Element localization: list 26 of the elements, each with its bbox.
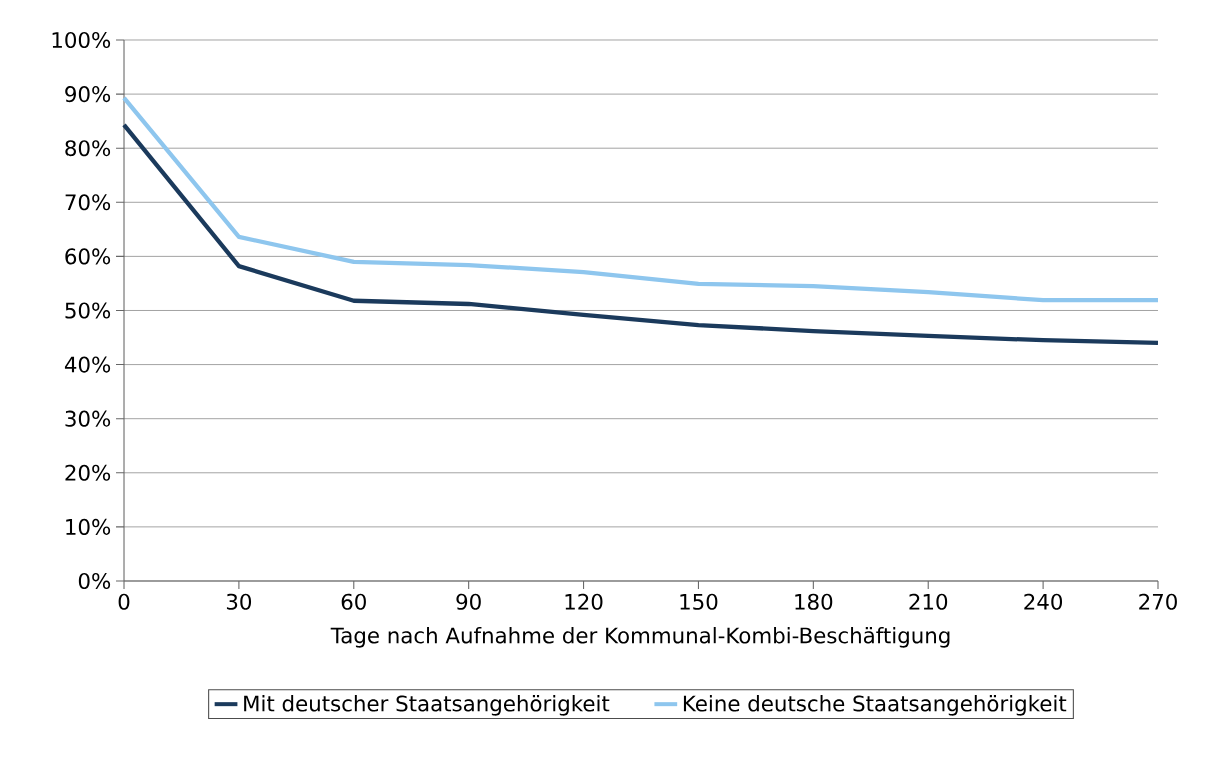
x-tick-label: 90 [456,593,481,610]
x-tick-label: 150 [680,593,718,610]
y-tick-label: 60% [65,248,111,265]
y-tick-label: 10% [66,518,111,535]
line-series [121,122,1161,346]
y-tick-label: 30% [65,410,111,427]
legend-label: Mit deutscher Staatsangehörigkeit [244,695,610,716]
y-tick-label: 80% [65,140,111,157]
x-tick-label: 180 [795,593,833,610]
y-tick-label: 20% [65,464,111,481]
line-series [121,95,1161,303]
y-tick-label: 100% [52,31,111,49]
legend-label: Keine deutsche Staatsangehörigkeit [683,695,1067,716]
x-tick-label: 270 [1139,593,1177,610]
y-tick-label: 40% [64,356,111,373]
x-tick-label: 0 [118,593,130,610]
x-tick-label: 240 [1024,593,1063,610]
x-tick-label: 60 [341,593,366,610]
x-axis-title: Tage nach Aufnahme der Kommunal-Kombi-Beschäftigung [330,626,950,648]
y-tick-label: 50% [65,302,111,319]
y-tick-label: 90% [65,86,111,103]
x-tick-label: 120 [565,593,603,610]
x-tick-label: 210 [909,593,948,610]
x-tick-label: 30 [226,593,252,610]
y-tick-label: 0% [78,572,111,590]
y-tick-label: 70% [65,194,111,211]
